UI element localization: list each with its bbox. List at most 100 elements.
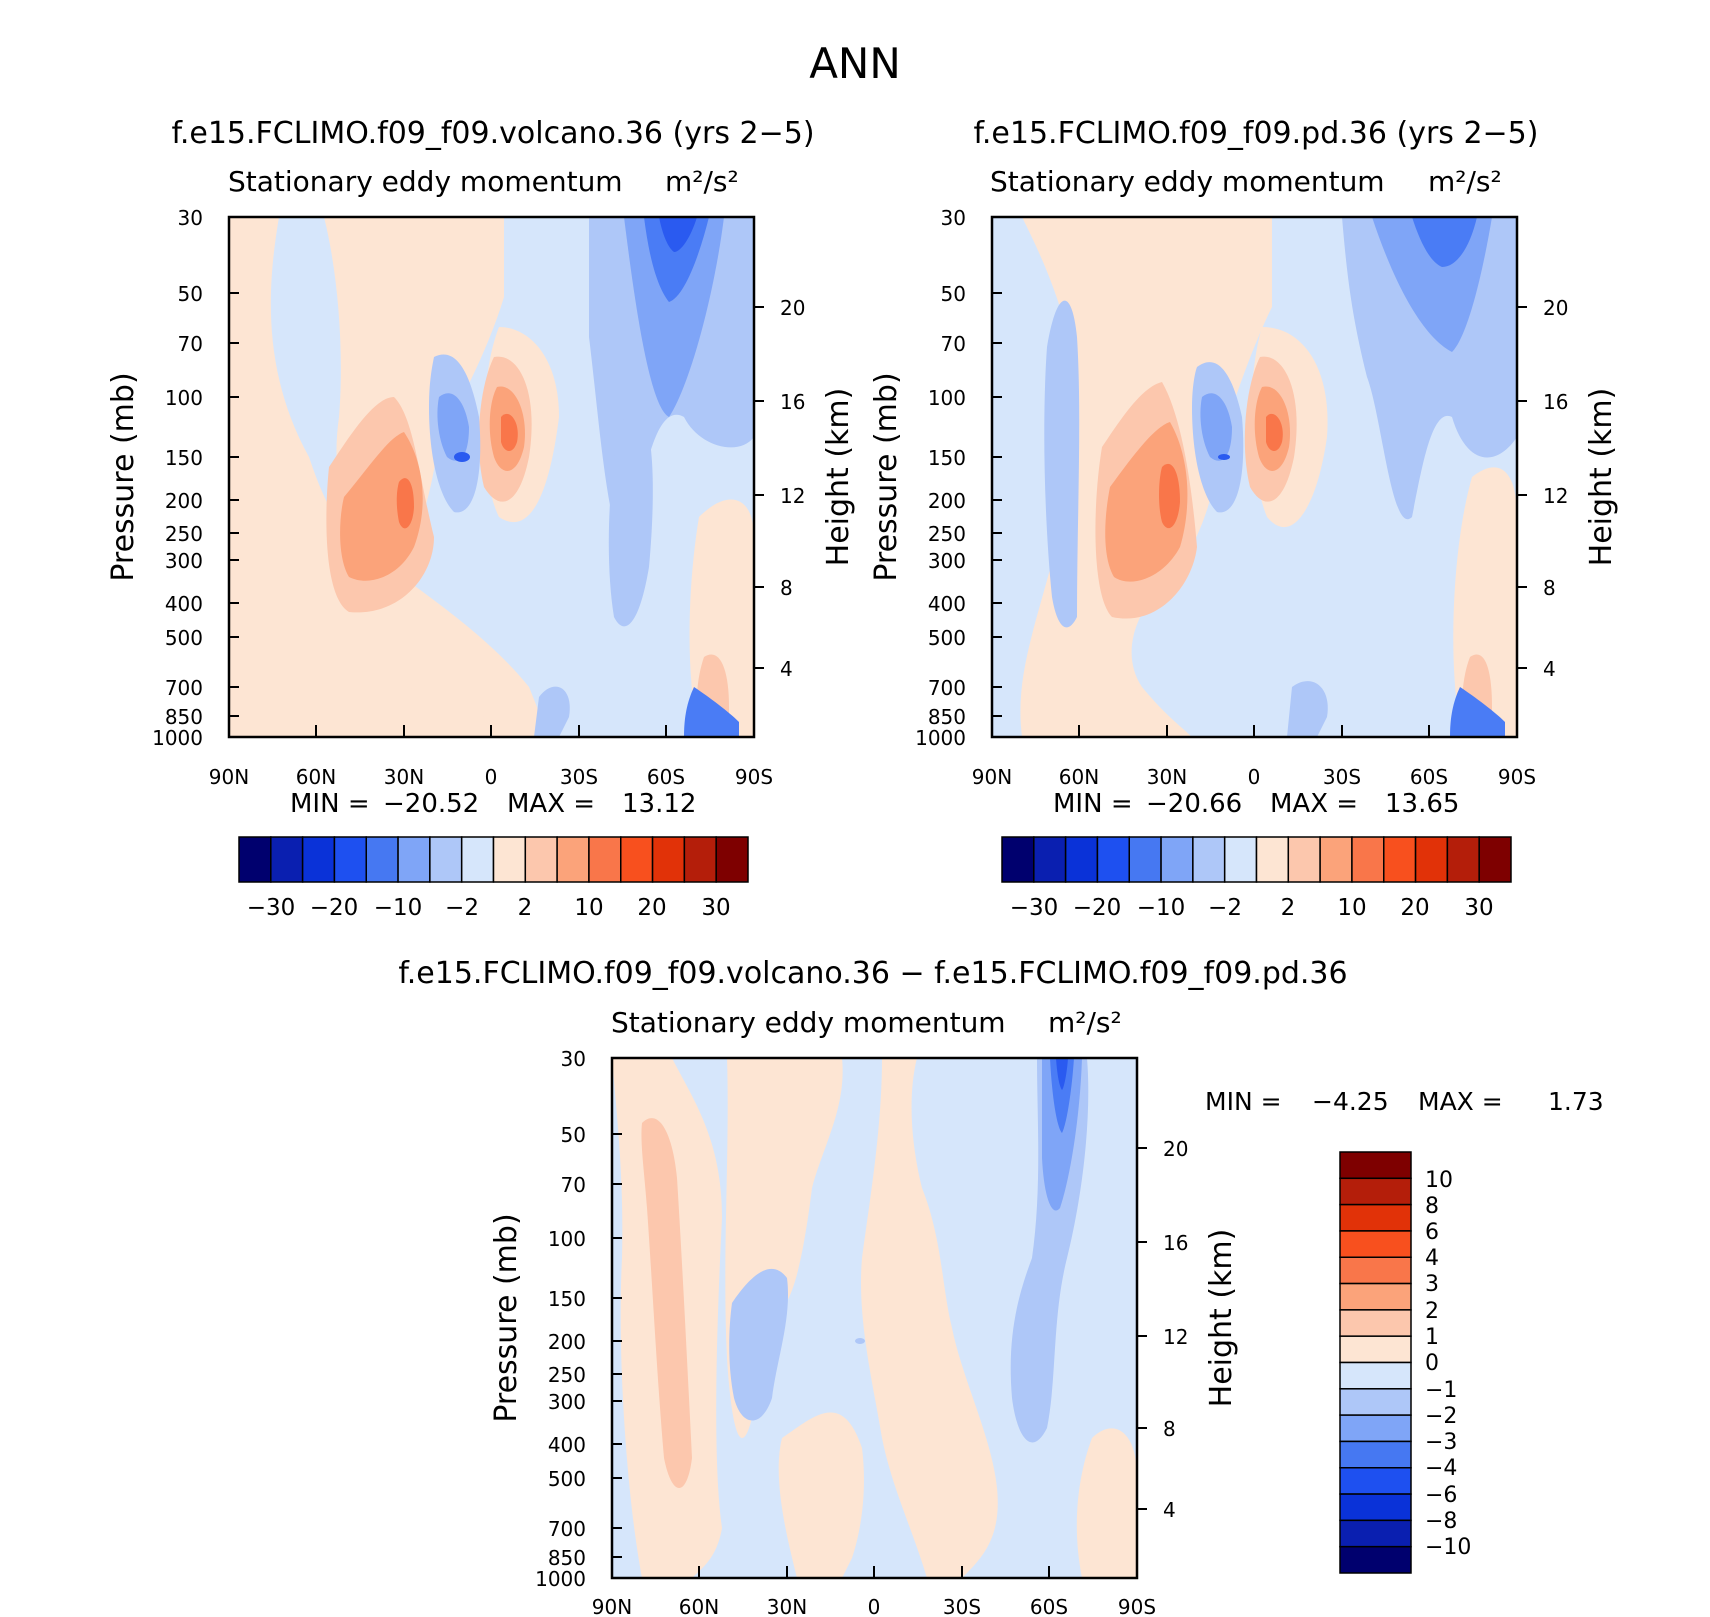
colorbar-swatch [1064,836,1099,883]
lat-tick-label: 90N [209,765,249,789]
contour-band-blue4 [644,217,709,302]
pressure-tick-label: 50 [178,282,203,306]
panel-subtitle-left: Stationary eddy momentum [611,1006,1006,1039]
colorbar-label: 20 [637,895,666,921]
pressure-tick-label: 400 [928,592,966,616]
contour-band-red1 [778,1412,864,1578]
height-tick-label: 16 [1543,390,1568,414]
colorbar-swatch [333,836,367,883]
contour-band-blue5 [1218,454,1230,460]
panel-subtitle-units: m²/s² [1428,165,1502,198]
lat-tick-label: 90S [735,765,773,789]
pressure-tick-label: 150 [548,1287,586,1311]
pressure-axis-ticks: 30 50 70 100 150 200 250 300 400 500 700… [535,1047,622,1591]
lat-tick-label: 90S [1118,1595,1156,1617]
colorbar [1001,836,1512,883]
panel-volcano: f.e15.FCLIMO.f09_f09.volcano.36 (yrs 2−5… [106,116,856,921]
colorbar-label: −1 [1425,1378,1457,1403]
contour-band-blue3 [437,393,469,461]
lat-tick-label: 0 [1248,765,1261,789]
colorbar-swatch [1339,1335,1412,1364]
pressure-tick-label: 70 [941,332,966,356]
colorbar-swatch [715,836,749,883]
colorbar-swatch [1160,836,1194,883]
colorbar-label: −4 [1425,1456,1457,1481]
panel-subtitle-left: Stationary eddy momentum [990,165,1385,198]
pressure-tick-label: 500 [165,626,203,650]
colorbar-swatch [365,836,399,883]
colorbar-swatch [1339,1440,1412,1469]
contour-band-blue2 [1287,681,1328,737]
colorbar-label: −20 [1073,895,1122,921]
pressure-tick-label: 850 [548,1546,586,1570]
lat-tick-label: 30S [943,1595,981,1617]
pressure-tick-label: 30 [178,206,203,230]
colorbar-label: 8 [1425,1194,1439,1219]
pressure-axis-ticks: 30 50 70 100 150 200 250 300 400 500 700… [915,206,1002,750]
colorbar [1339,1151,1412,1574]
colorbar-swatch [1339,1519,1412,1548]
panel-subtitle-left: Stationary eddy momentum [228,165,623,198]
height-tick-label: 8 [780,576,793,600]
colorbar-swatch [683,836,717,883]
y-axis-label-right: Height (km) [821,388,856,567]
pressure-tick-label: 70 [561,1173,586,1197]
contour-band-blue2 [534,686,570,737]
colorbar-swatch [1339,1388,1412,1416]
colorbar-swatch [1339,1467,1412,1495]
colorbar-swatch [1478,836,1512,883]
colorbar-label: 0 [1425,1351,1439,1376]
pressure-tick-label: 50 [561,1123,586,1147]
pressure-tick-label: 100 [548,1227,586,1251]
contour-band-blue4 [1412,217,1477,267]
pressure-tick-label: 400 [165,592,203,616]
pressure-tick-label: 200 [928,489,966,513]
contour-band-red1 [229,217,549,737]
lat-tick-label: 0 [868,1595,881,1617]
height-tick-label: 16 [1163,1231,1188,1255]
panel-subtitle-units: m²/s² [1048,1006,1122,1039]
contour-band-red4 [501,413,518,452]
pressure-tick-label: 850 [165,705,203,729]
contour-band-blue4 [684,687,739,737]
height-axis-ticks: 20 16 12 8 4 [754,296,805,681]
colorbar-label: 10 [574,895,603,921]
colorbar-swatch [1287,836,1321,883]
colorbar-swatch [1319,836,1353,883]
contour-band-red3 [340,432,423,581]
contour-band-blue3 [1200,393,1232,461]
colorbar-labels: −30 −20 −10 −2 2 10 20 30 [1010,895,1494,921]
pressure-tick-label: 700 [165,676,203,700]
pressure-tick-label: 300 [548,1390,586,1414]
max-value: 13.65 [1385,789,1459,819]
y-axis-label-right: Height (km) [1204,1229,1239,1408]
pressure-tick-label: 70 [178,332,203,356]
height-tick-label: 8 [1543,576,1556,600]
latitude-axis-ticks: 90N 60N 30N 0 30S 60S 90S [972,725,1536,789]
max-label: MAX = [507,789,595,819]
height-axis-ticks: 20 16 12 8 4 [1517,296,1568,681]
colorbar-label: 30 [1464,895,1493,921]
max-label: MAX = [1418,1087,1503,1116]
min-value: −20.52 [383,789,479,819]
pressure-tick-label: 400 [548,1433,586,1457]
colorbar-swatch [238,836,272,883]
colorbar-label: 10 [1337,895,1366,921]
pressure-axis-ticks: 30 50 70 100 150 200 250 300 400 500 700… [152,206,239,750]
colorbar-label: 2 [1281,895,1296,921]
panel-subtitle-units: m²/s² [665,165,739,198]
pressure-tick-label: 300 [165,549,203,573]
colorbar-label: −10 [1425,1535,1471,1560]
lat-tick-label: 0 [485,765,498,789]
colorbar-swatch [1414,836,1449,883]
y-axis-label-right: Height (km) [1584,388,1619,567]
panel-difference: f.e15.FCLIMO.f09_f09.volcano.36 − f.e15.… [398,956,1603,1617]
colorbar-label: −20 [310,895,359,921]
colorbar-label: 2 [1425,1299,1439,1324]
colorbar-swatch [1339,1414,1412,1443]
max-value: 13.12 [622,789,696,819]
contour-band-red1 [404,685,484,737]
contour-band-blue5 [1056,1058,1068,1090]
contour-field [227,215,756,739]
colorbar-swatch [1339,1361,1412,1390]
